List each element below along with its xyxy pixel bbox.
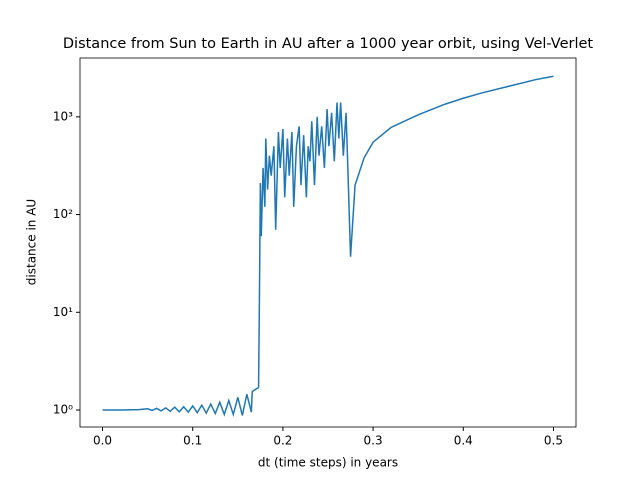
x-tick-label: 0.0 [93, 434, 112, 448]
y-axis-label: distance in AU [25, 199, 39, 285]
x-tick-label: 0.5 [544, 434, 563, 448]
y-tick-label: 10¹ [53, 305, 73, 319]
plot-frame [79, 57, 577, 428]
x-tick-label: 0.4 [454, 434, 473, 448]
y-tick-label: 10³ [53, 109, 73, 123]
y-tick-label: 10² [53, 207, 73, 221]
x-tick-label: 0.2 [273, 434, 292, 448]
x-tick-label: 0.3 [364, 434, 383, 448]
x-axis-label: dt (time steps) in years [258, 456, 398, 470]
data-line [102, 75, 554, 418]
x-tick-label: 0.1 [183, 434, 202, 448]
y-tick-label: 10⁰ [53, 403, 73, 417]
chart-title: Distance from Sun to Earth in AU after a… [63, 36, 594, 52]
